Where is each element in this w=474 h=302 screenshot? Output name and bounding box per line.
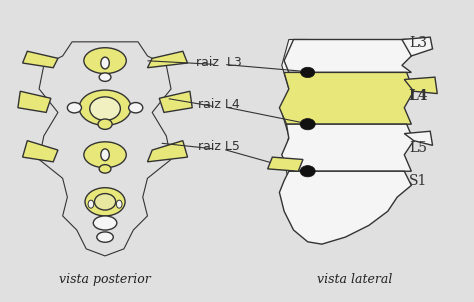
Polygon shape: [18, 91, 51, 112]
Polygon shape: [404, 131, 433, 145]
Polygon shape: [404, 77, 438, 94]
Ellipse shape: [98, 119, 112, 129]
Ellipse shape: [90, 97, 120, 120]
Text: vista lateral: vista lateral: [317, 273, 392, 286]
Polygon shape: [23, 141, 58, 162]
Polygon shape: [147, 51, 188, 68]
Ellipse shape: [101, 57, 109, 69]
Ellipse shape: [88, 200, 94, 208]
Ellipse shape: [128, 103, 143, 113]
Ellipse shape: [97, 232, 113, 242]
Polygon shape: [268, 157, 303, 171]
Text: L3: L3: [410, 36, 428, 50]
Text: raiz  L3: raiz L3: [196, 56, 242, 69]
Ellipse shape: [85, 188, 125, 216]
Ellipse shape: [93, 216, 117, 230]
Ellipse shape: [99, 165, 111, 173]
Text: L5: L5: [410, 141, 428, 155]
Ellipse shape: [84, 48, 126, 74]
Polygon shape: [402, 37, 433, 56]
Ellipse shape: [300, 119, 315, 130]
Ellipse shape: [99, 73, 111, 81]
Polygon shape: [282, 40, 310, 183]
Ellipse shape: [117, 200, 122, 208]
Text: raiz L5: raiz L5: [198, 140, 240, 153]
Ellipse shape: [67, 103, 82, 113]
Ellipse shape: [94, 194, 116, 210]
Ellipse shape: [84, 142, 126, 168]
Ellipse shape: [101, 149, 109, 161]
Polygon shape: [284, 40, 411, 72]
Ellipse shape: [300, 165, 315, 177]
Ellipse shape: [79, 90, 131, 125]
Polygon shape: [282, 124, 414, 171]
Text: raiz L4: raiz L4: [198, 98, 240, 111]
Polygon shape: [23, 51, 58, 68]
Polygon shape: [279, 72, 414, 124]
Text: L4: L4: [409, 89, 428, 103]
Text: vista posterior: vista posterior: [59, 273, 151, 286]
Polygon shape: [147, 141, 188, 162]
Polygon shape: [159, 91, 192, 112]
Polygon shape: [279, 171, 411, 244]
Ellipse shape: [301, 67, 315, 78]
Text: S1: S1: [409, 174, 428, 188]
